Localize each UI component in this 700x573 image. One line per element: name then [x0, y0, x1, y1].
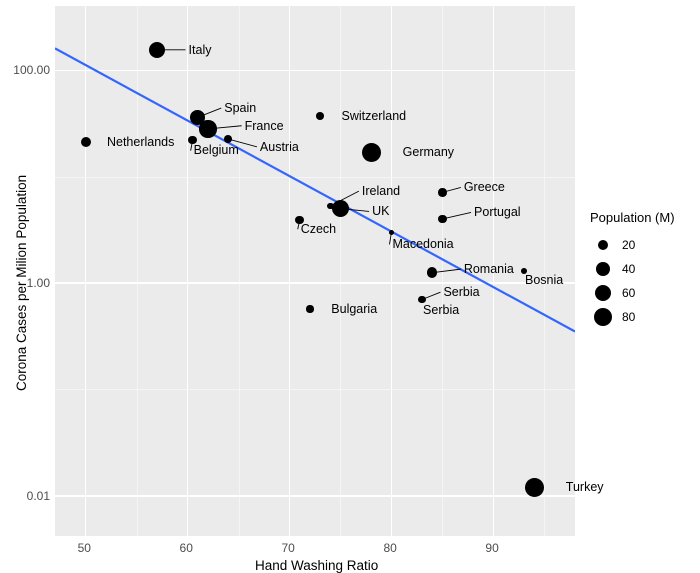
x-tick-label: 50 [78, 541, 91, 555]
data-point [438, 215, 446, 223]
point-label: Portugal [474, 205, 521, 219]
legend-item: 20 [590, 233, 675, 257]
y-tick-label: 100.00 [13, 63, 50, 77]
point-label: Romania [464, 262, 514, 276]
point-label: Belgium [194, 143, 239, 157]
legend-swatch [590, 234, 616, 256]
data-point [306, 305, 313, 312]
size-legend: Population (M) 20 40 60 80 [590, 210, 675, 329]
legend-item: 40 [590, 257, 675, 281]
data-point [525, 478, 544, 497]
point-label: Netherlands [107, 135, 174, 149]
data-point [418, 296, 425, 303]
point-label: Serbia [423, 303, 459, 317]
legend-dot-icon [594, 308, 613, 327]
point-label: Ireland [362, 184, 400, 198]
point-label: UK [372, 204, 389, 218]
y-tick-label: 1.00 [27, 276, 50, 290]
x-tick-label: 70 [282, 541, 295, 555]
data-point [199, 120, 216, 137]
data-point [362, 143, 381, 162]
legend-swatch [590, 282, 616, 304]
point-label: Switzerland [341, 109, 406, 123]
x-tick-label: 90 [485, 541, 498, 555]
legend-label: 60 [622, 286, 635, 300]
legend-dot-icon [596, 262, 610, 276]
point-label: Bosnia [525, 273, 563, 287]
data-point [81, 137, 91, 147]
point-label: Italy [189, 43, 212, 57]
legend-label: 20 [622, 238, 635, 252]
point-label: Turkey [566, 480, 604, 494]
legend-label: 40 [622, 262, 635, 276]
legend-item: 80 [590, 305, 675, 329]
data-point [149, 42, 166, 59]
data-point [389, 230, 394, 235]
point-label: Macedonia [392, 237, 453, 251]
x-axis-title: Hand Washing Ratio [255, 558, 378, 573]
data-point [316, 112, 324, 120]
legend-title: Population (M) [590, 210, 675, 225]
legend-dot-icon [595, 285, 612, 302]
legend-label: 80 [622, 310, 635, 324]
point-label: Spain [224, 101, 256, 115]
x-tick-label: 80 [383, 541, 396, 555]
legend-item: 60 [590, 281, 675, 305]
point-label: Czech [301, 222, 336, 236]
plot-panel: Italy Netherlands Spain France Belgium Austri… [55, 6, 575, 536]
point-label: Serbia [443, 285, 479, 299]
data-point [438, 188, 446, 196]
point-label: Bulgaria [331, 302, 377, 316]
point-label: Austria [260, 140, 299, 154]
point-label: Greece [464, 180, 505, 194]
legend-dot-icon [598, 240, 609, 251]
point-label: France [245, 119, 284, 133]
legend-swatch [590, 258, 616, 280]
legend-swatch [590, 306, 616, 328]
y-tick-label: 0.01 [27, 489, 50, 503]
scatter-chart: Italy Netherlands Spain France Belgium Austri… [0, 0, 700, 573]
point-label: Germany [403, 145, 454, 159]
x-tick-label: 60 [180, 541, 193, 555]
